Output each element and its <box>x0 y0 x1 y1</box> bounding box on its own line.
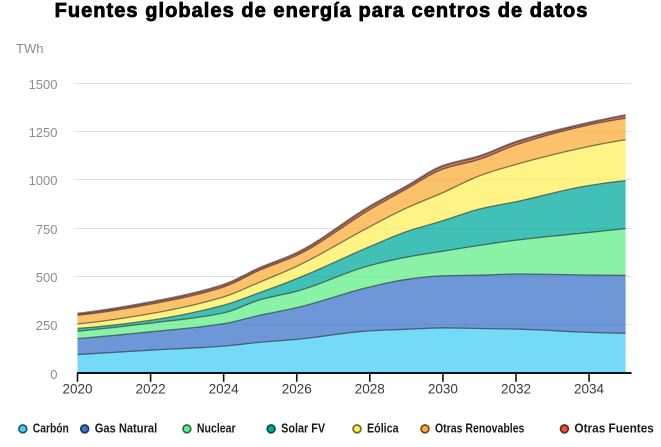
svg-text:2030: 2030 <box>428 381 458 396</box>
svg-text:1500: 1500 <box>29 77 58 92</box>
svg-text:Solar FV: Solar FV <box>281 422 326 436</box>
svg-text:Carbón: Carbón <box>33 422 69 436</box>
svg-text:2020: 2020 <box>62 381 92 396</box>
svg-text:Gas Natural: Gas Natural <box>95 422 158 436</box>
svg-text:2034: 2034 <box>574 381 605 396</box>
svg-text:TWh: TWh <box>16 41 43 56</box>
svg-text:250: 250 <box>36 318 58 333</box>
svg-text:500: 500 <box>36 270 58 285</box>
svg-text:0: 0 <box>50 367 57 382</box>
svg-text:1250: 1250 <box>29 125 58 140</box>
svg-text:Otras Fuentes: Otras Fuentes <box>574 422 654 436</box>
svg-text:Eólica: Eólica <box>367 422 399 436</box>
svg-text:Nuclear: Nuclear <box>197 422 236 436</box>
svg-text:2028: 2028 <box>355 381 385 396</box>
svg-text:2024: 2024 <box>209 381 240 396</box>
svg-text:1000: 1000 <box>29 173 58 188</box>
svg-text:750: 750 <box>36 222 58 237</box>
svg-text:Otras Renovables: Otras Renovables <box>435 422 524 436</box>
svg-text:2022: 2022 <box>136 381 166 396</box>
svg-text:2032: 2032 <box>501 381 531 396</box>
svg-text:2026: 2026 <box>282 381 312 396</box>
